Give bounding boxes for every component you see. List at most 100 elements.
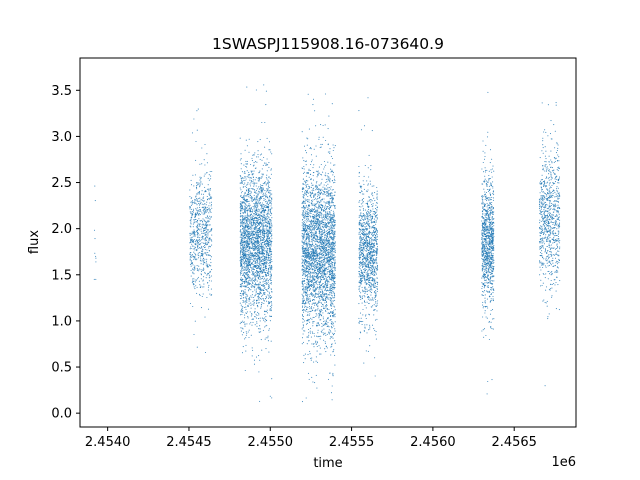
data-point [250, 195, 252, 197]
data-point [260, 288, 262, 290]
data-point [255, 192, 257, 194]
data-point [245, 207, 247, 209]
data-point [251, 244, 253, 246]
data-point [245, 139, 247, 141]
data-point [245, 233, 247, 235]
data-point [197, 223, 199, 225]
data-point [262, 260, 264, 262]
data-point [210, 280, 212, 282]
data-point [251, 314, 253, 316]
data-point [255, 290, 257, 292]
data-point [265, 273, 267, 275]
data-point [197, 269, 199, 271]
data-point [270, 250, 272, 252]
data-point [326, 241, 328, 243]
data-point [255, 300, 258, 302]
data-point [252, 252, 254, 254]
data-point [209, 194, 211, 196]
data-point [305, 152, 308, 154]
data-point [241, 334, 243, 336]
data-point [240, 194, 242, 196]
data-point [259, 185, 261, 188]
data-point [326, 287, 328, 289]
data-point [256, 273, 258, 275]
data-point [245, 300, 247, 302]
data-point [196, 241, 198, 243]
data-point [307, 195, 309, 198]
data-point [241, 201, 243, 203]
data-point [313, 332, 315, 335]
data-point [267, 305, 269, 307]
data-point [264, 192, 266, 194]
data-point [194, 235, 196, 237]
data-point [269, 223, 271, 225]
data-point [266, 212, 268, 214]
season-cluster [189, 108, 213, 354]
data-point [323, 201, 325, 203]
data-point [314, 304, 316, 306]
data-point [201, 190, 203, 192]
data-point [196, 110, 198, 112]
data-point [253, 206, 255, 208]
data-point [203, 200, 205, 202]
data-point [254, 265, 256, 267]
data-point [323, 228, 325, 231]
data-point [258, 223, 260, 225]
data-point [189, 233, 191, 235]
data-point [257, 241, 259, 243]
data-point [248, 228, 250, 230]
data-point [248, 252, 250, 254]
data-point [210, 239, 213, 241]
data-point [251, 231, 253, 233]
data-point [270, 199, 272, 202]
data-point [260, 219, 262, 221]
data-point [320, 353, 322, 355]
data-point [206, 243, 208, 245]
data-point [323, 191, 325, 193]
data-point [307, 204, 310, 206]
data-point [251, 157, 253, 159]
data-point [256, 321, 258, 323]
data-point [306, 248, 308, 250]
data-point [313, 261, 315, 263]
data-point [251, 198, 253, 200]
data-point [270, 301, 272, 303]
data-point [327, 237, 329, 239]
data-point [250, 215, 252, 217]
data-point [239, 271, 241, 273]
data-point [245, 254, 247, 257]
data-point [332, 267, 334, 269]
data-point [202, 245, 204, 248]
data-point [199, 197, 201, 199]
data-point [194, 246, 196, 248]
data-point [242, 234, 244, 236]
data-point [259, 235, 261, 238]
data-point [248, 194, 250, 196]
data-point [330, 249, 332, 251]
data-point [312, 295, 314, 297]
data-point [269, 233, 271, 235]
data-point [242, 285, 244, 287]
data-point [239, 250, 242, 252]
data-point [313, 307, 315, 309]
data-point [264, 338, 266, 340]
data-point [327, 321, 329, 324]
data-point [303, 300, 305, 302]
data-point [202, 259, 204, 261]
data-point [246, 284, 248, 286]
data-point [257, 293, 259, 295]
data-point [271, 305, 273, 307]
data-point [261, 269, 263, 271]
data-point [209, 210, 211, 212]
data-point [203, 262, 205, 264]
data-point [254, 199, 256, 201]
data-point [301, 337, 304, 339]
data-point [196, 230, 198, 232]
data-point [332, 254, 334, 256]
data-point [264, 268, 267, 270]
data-point [318, 200, 320, 202]
data-point [266, 279, 268, 281]
data-point [258, 292, 260, 295]
data-point [248, 269, 250, 271]
data-point [195, 254, 197, 256]
